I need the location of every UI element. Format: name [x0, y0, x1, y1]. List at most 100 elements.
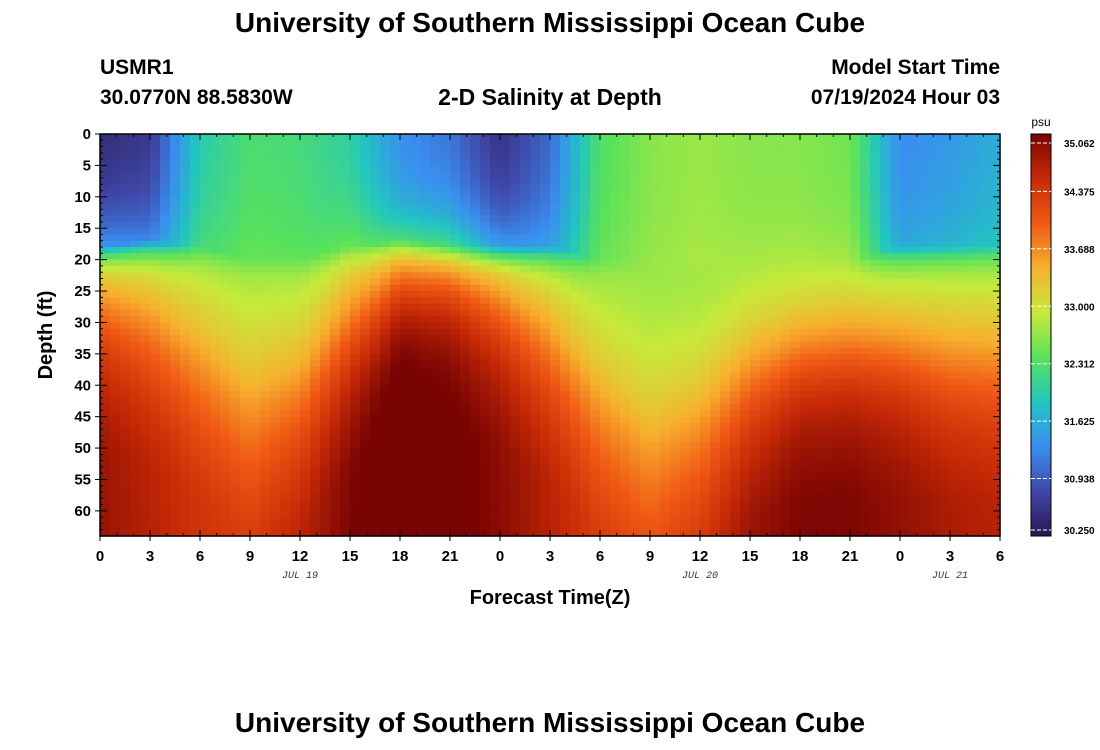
heatmap-cell	[100, 466, 111, 474]
heatmap-cell	[410, 171, 421, 179]
heatmap-cell	[230, 234, 241, 242]
heatmap-cell	[680, 529, 691, 537]
heatmap-cell	[150, 265, 161, 273]
heatmap-cell	[490, 284, 501, 292]
heatmap-cell	[760, 353, 771, 361]
heatmap-cell	[870, 410, 881, 418]
heatmap-cell	[170, 140, 181, 148]
heatmap-cell	[410, 479, 421, 487]
heatmap-cell	[170, 272, 181, 280]
heatmap-cell	[530, 272, 541, 280]
heatmap-cell	[830, 152, 841, 160]
heatmap-cell	[830, 221, 841, 229]
heatmap-cell	[170, 504, 181, 512]
heatmap-cell	[310, 341, 321, 349]
heatmap-cell	[250, 404, 261, 411]
heatmap-cell	[810, 253, 821, 261]
heatmap-cell	[780, 196, 791, 204]
heatmap-cell	[520, 284, 531, 292]
heatmap-cell	[720, 473, 731, 481]
heatmap-cell	[590, 473, 601, 481]
heatmap-cell	[160, 504, 171, 512]
heatmap-cell	[470, 278, 481, 286]
heatmap-cell	[720, 454, 731, 462]
heatmap-cell	[290, 422, 301, 430]
heatmap-cell	[430, 485, 441, 493]
heatmap-cell	[280, 517, 291, 525]
heatmap-cell	[730, 429, 741, 437]
heatmap-cell	[140, 347, 151, 355]
heatmap-cell	[280, 152, 291, 160]
heatmap-cell	[470, 165, 481, 173]
heatmap-cell	[570, 454, 581, 462]
heatmap-cell	[290, 247, 301, 254]
heatmap-cell	[210, 196, 221, 204]
heatmap-cell	[700, 498, 711, 506]
heatmap-cell	[250, 234, 261, 242]
heatmap-cell	[400, 341, 411, 349]
heatmap-cell	[840, 303, 851, 311]
heatmap-cell	[340, 517, 351, 525]
heatmap-cell	[470, 265, 481, 273]
heatmap-cell	[770, 523, 781, 531]
heatmap-cell	[310, 360, 321, 368]
heatmap-cell	[860, 523, 871, 531]
heatmap-cell	[380, 498, 391, 506]
heatmap-cell	[550, 297, 561, 305]
heatmap-cell	[200, 429, 211, 437]
heatmap-cell	[840, 265, 851, 273]
heatmap-cell	[430, 404, 441, 411]
heatmap-cell	[690, 259, 701, 267]
heatmap-cell	[530, 234, 541, 242]
heatmap-cell	[250, 328, 261, 336]
heatmap-cell	[270, 265, 281, 273]
heatmap-cell	[300, 529, 311, 537]
heatmap-cell	[320, 492, 331, 499]
heatmap-cell	[800, 479, 811, 487]
heatmap-cell	[850, 498, 861, 506]
heatmap-cell	[300, 328, 311, 336]
heatmap-cell	[590, 234, 601, 242]
heatmap-cell	[260, 422, 271, 430]
heatmap-cell	[210, 335, 221, 342]
heatmap-cell	[500, 297, 511, 305]
heatmap-cell	[830, 360, 841, 368]
heatmap-cell	[660, 347, 671, 355]
heatmap-cell	[590, 422, 601, 430]
heatmap-cell	[690, 221, 701, 229]
heatmap-cell	[160, 435, 171, 443]
heatmap-cell	[550, 378, 561, 386]
heatmap-cell	[340, 184, 351, 192]
heatmap-cell	[600, 215, 611, 223]
heatmap-cell	[650, 517, 661, 525]
heatmap-cell	[200, 253, 211, 261]
heatmap-cell	[150, 209, 161, 217]
heatmap-cell	[650, 140, 661, 148]
heatmap-cell	[490, 404, 501, 411]
heatmap-cell	[120, 322, 131, 330]
heatmap-cell	[490, 353, 501, 361]
heatmap-cell	[730, 322, 741, 330]
heatmap-cell	[630, 466, 641, 474]
heatmap-cell	[370, 435, 381, 443]
heatmap-cell	[250, 215, 261, 223]
heatmap-cell	[770, 247, 781, 254]
heatmap-cell	[790, 397, 801, 405]
heatmap-cell	[430, 378, 441, 386]
heatmap-cell	[270, 391, 281, 399]
heatmap-cell	[850, 328, 861, 336]
heatmap-cell	[290, 134, 301, 141]
heatmap-cell	[420, 265, 431, 273]
heatmap-cell	[550, 303, 561, 311]
heatmap-cell	[150, 215, 161, 223]
heatmap-cell	[280, 328, 291, 336]
heatmap-cell	[210, 353, 221, 361]
heatmap-cell	[640, 234, 651, 242]
heatmap-cell	[750, 473, 761, 481]
heatmap-cell	[760, 177, 771, 185]
heatmap-cell	[170, 422, 181, 430]
heatmap-cell	[540, 422, 551, 430]
heatmap-cell	[250, 435, 261, 443]
heatmap-cell	[410, 303, 421, 311]
heatmap-cell	[820, 240, 831, 248]
